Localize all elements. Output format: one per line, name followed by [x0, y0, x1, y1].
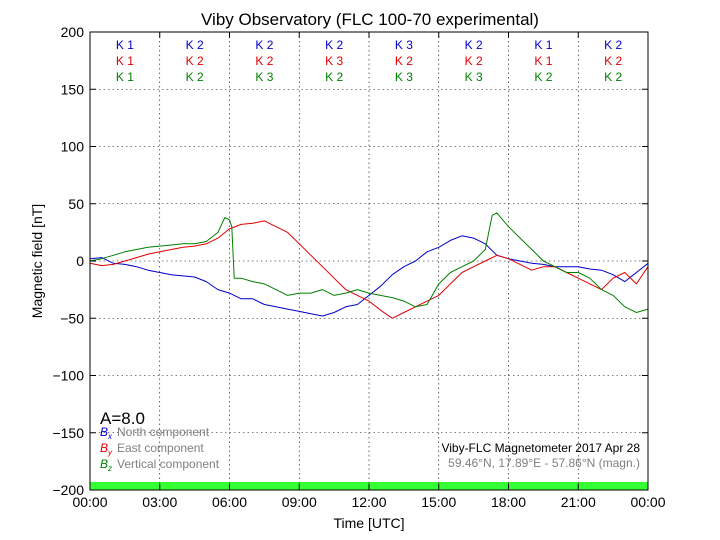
y-tick-label: −50	[60, 310, 84, 326]
x-tick-label: 00:00	[630, 494, 665, 510]
x-tick-label: 12:00	[351, 494, 386, 510]
data-series	[89, 212, 649, 319]
y-tick-label: 200	[61, 24, 85, 40]
y-axis-label: Magnetic field [nT]	[29, 204, 45, 318]
k-index-value: K 3	[395, 70, 413, 84]
k-index-value: K 2	[465, 54, 483, 68]
k-index-value: K 2	[534, 70, 552, 84]
series-line-3	[89, 212, 649, 313]
legend-symbol: B	[100, 441, 108, 455]
k-index-value: K 2	[186, 54, 204, 68]
k-index-value: K 1	[534, 38, 552, 52]
k-index-value: K 2	[186, 70, 204, 84]
legend-label: Vertical component	[117, 457, 220, 471]
x-ticks: 00:00 03:00 06:00 09:00 12:00 15:00 18:00 21:00…	[72, 32, 666, 510]
x-tick-label: 15:00	[421, 494, 456, 510]
k-index-table: K 1 K 2 K 2 K 2 K 3 K 2 K 1 K 2 K 1 K 2 K 2 K 3 K 2 K…	[116, 38, 623, 84]
legend-subscript: x	[107, 432, 113, 441]
legend-symbol: B	[100, 457, 108, 471]
x-tick-label: 03:00	[142, 494, 177, 510]
k-index-value: K 2	[186, 38, 204, 52]
info-line-2: 59.46°N, 17.89°E - 57.86°N (magn.)	[448, 456, 640, 470]
k-index-value: K 2	[604, 38, 622, 52]
y-tick-label: 50	[68, 196, 84, 212]
k-index-value: K 2	[465, 38, 483, 52]
k-index-value: K 1	[534, 54, 552, 68]
x-axis-label: Time [UTC]	[333, 515, 404, 531]
legend-label: East component	[117, 441, 204, 455]
k-index-value: K 1	[116, 70, 134, 84]
k-index-value: K 1	[116, 54, 134, 68]
legend-subscript: z	[107, 464, 112, 473]
x-tick-label: 09:00	[282, 494, 317, 510]
y-tick-label: −200	[52, 482, 84, 498]
y-ticks: 200 150 100 50 0 −50 −100 −150 −200	[52, 24, 648, 498]
y-tick-label: 150	[61, 81, 85, 97]
k-index-value: K 2	[604, 70, 622, 84]
y-tick-label: 100	[61, 139, 85, 155]
k-index-value: K 3	[465, 70, 483, 84]
info-line-1: Viby-FLC Magnetometer 2017 Apr 28	[441, 441, 640, 455]
x-tick-label: 06:00	[212, 494, 247, 510]
k-index-value: K 3	[255, 70, 273, 84]
k-index-value: K 3	[395, 38, 413, 52]
grid-lines	[90, 32, 648, 490]
y-tick-label: −100	[52, 368, 84, 384]
legend-label: North component	[117, 425, 210, 439]
k-index-value: K 2	[255, 54, 273, 68]
k-index-value: K 2	[395, 54, 413, 68]
legend-symbol: B	[100, 425, 108, 439]
y-tick-label: 0	[76, 253, 84, 269]
k-index-value: K 3	[325, 54, 343, 68]
chart-title: Viby Observatory (FLC 100-70 experimenta…	[201, 10, 539, 29]
legend-subscript: y	[107, 448, 113, 457]
k-index-value: K 1	[116, 38, 134, 52]
k-index-value: K 2	[325, 70, 343, 84]
x-tick-label: 00:00	[72, 494, 107, 510]
k-index-value: K 2	[325, 38, 343, 52]
k-index-value: K 2	[604, 54, 622, 68]
a-index: A=8.0	[100, 409, 145, 428]
x-tick-label: 18:00	[491, 494, 526, 510]
y-tick-label: −150	[52, 425, 84, 441]
k-index-value: K 2	[255, 38, 273, 52]
x-tick-label: 21:00	[561, 494, 596, 510]
